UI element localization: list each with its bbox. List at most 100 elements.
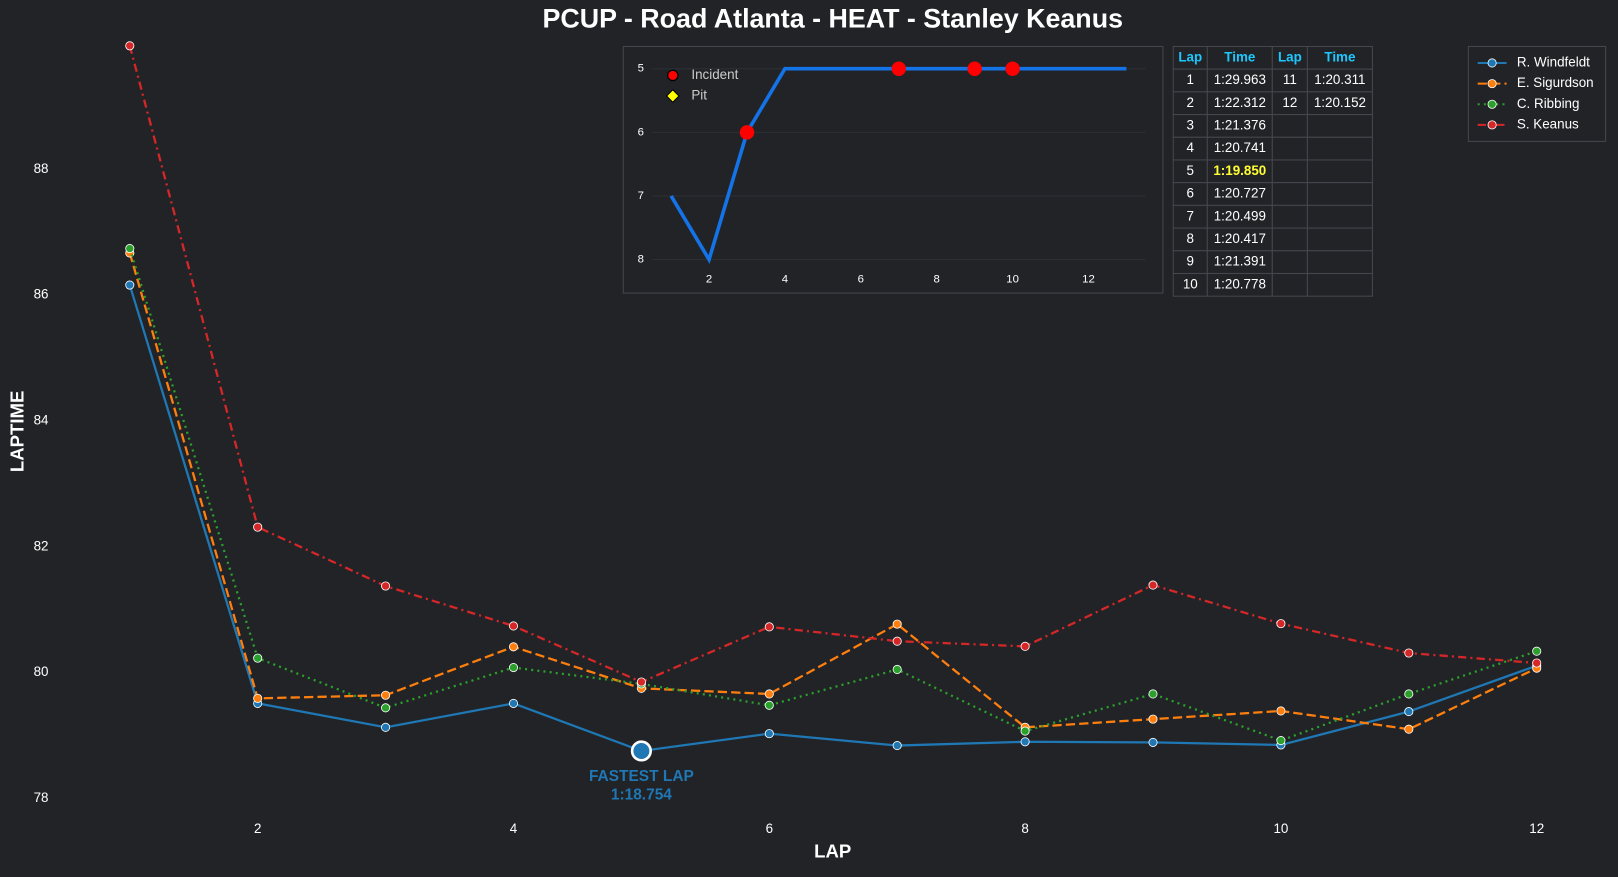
table-text: 1:20.499 — [1214, 208, 1266, 223]
data-point — [892, 741, 902, 751]
data-point — [764, 729, 774, 739]
table-text: 1:20.311 — [1314, 72, 1365, 87]
inset-frame — [622, 45, 1164, 294]
y-tick-label: 6 — [638, 126, 644, 138]
data-point — [253, 653, 263, 663]
x-tick-label: 2 — [254, 821, 261, 836]
y-axis-label: LAPTIME — [6, 391, 27, 472]
table-text: 11 — [1283, 72, 1297, 87]
table-cell — [1306, 136, 1373, 161]
legend-marker — [1487, 79, 1497, 89]
incident-marker — [1005, 61, 1020, 76]
data-point — [508, 621, 519, 631]
table-text: 10 — [1183, 276, 1198, 291]
data-point — [125, 41, 135, 51]
y-tick-label: 8 — [638, 254, 644, 266]
table-cell — [1306, 204, 1373, 229]
data-point — [892, 664, 902, 674]
incident-marker — [891, 61, 906, 76]
data-point — [1148, 580, 1158, 590]
table-cell — [1306, 272, 1373, 297]
incident-marker — [967, 61, 982, 76]
table-text: 1 — [1187, 72, 1194, 87]
data-point — [381, 690, 391, 700]
table-cell — [1271, 159, 1308, 184]
data-point — [381, 722, 391, 732]
data-point — [1404, 724, 1414, 734]
annotation: 1:18.754 — [611, 786, 672, 803]
x-tick-label: 2 — [706, 274, 712, 286]
table-cell — [1306, 114, 1373, 138]
table-text: 1:21.391 — [1214, 254, 1266, 269]
data-point — [1020, 641, 1030, 651]
data-point — [1148, 737, 1158, 747]
legend-marker — [1487, 58, 1497, 68]
data-point — [1020, 737, 1030, 747]
x-tick-label: 10 — [1006, 274, 1019, 286]
table-text: Time — [1224, 49, 1255, 64]
table-cell — [1306, 182, 1373, 206]
table-text: 1:29.963 — [1214, 72, 1266, 87]
x-tick-label: 8 — [934, 274, 940, 286]
x-tick-label: 6 — [766, 821, 773, 836]
data-point — [1404, 648, 1414, 658]
legend-label: C. Ribbing — [1517, 96, 1580, 111]
table-text: 7 — [1187, 208, 1194, 223]
y-tick-label: 80 — [34, 664, 49, 679]
table-text: Time — [1324, 49, 1355, 64]
data-point — [125, 244, 135, 254]
data-point — [636, 677, 646, 687]
data-point — [1404, 707, 1414, 717]
table-cell — [1271, 227, 1308, 252]
legend-label: E. Sigurdson — [1517, 75, 1594, 90]
table-cell — [1306, 227, 1373, 252]
series-line — [128, 45, 1537, 684]
x-tick-label: 4 — [782, 274, 788, 286]
data-point — [1276, 706, 1286, 716]
table-cell — [1306, 250, 1373, 274]
table-text: 12 — [1282, 95, 1297, 110]
table-text: 1:20.727 — [1214, 186, 1266, 201]
incident-marker — [739, 125, 755, 140]
y-tick-label: 88 — [34, 161, 49, 176]
legend-marker — [667, 69, 679, 82]
data-point — [253, 522, 263, 532]
legend-label: S. Keanus — [1517, 116, 1579, 131]
y-tick-label: 5 — [638, 63, 644, 75]
legend-label: Incident — [691, 67, 738, 82]
x-tick-label: 4 — [510, 821, 518, 836]
table-text: 1:20.741 — [1214, 140, 1266, 155]
data-point — [1148, 714, 1158, 724]
series-line — [128, 284, 1538, 753]
legend-label: R. Windfeldt — [1517, 55, 1590, 70]
table-text: 1:19.850 — [1213, 163, 1266, 178]
table-cell — [1271, 204, 1308, 229]
data-point — [1276, 619, 1286, 629]
table-text: 4 — [1187, 140, 1195, 155]
table-text: Lap — [1278, 49, 1302, 64]
y-tick-label: 86 — [34, 287, 49, 302]
data-point — [253, 693, 263, 703]
table-text: 2 — [1187, 95, 1194, 110]
data-point — [508, 663, 519, 673]
table-text: 8 — [1187, 231, 1194, 246]
x-axis-label: LAP — [814, 840, 851, 861]
x-tick-label: 6 — [858, 274, 864, 286]
x-tick-label: 12 — [1082, 274, 1095, 286]
y-tick-label: 7 — [638, 190, 644, 202]
data-point — [508, 698, 519, 708]
data-point — [764, 700, 774, 710]
data-point — [892, 619, 902, 629]
data-point — [381, 703, 391, 713]
data-point — [1020, 726, 1030, 736]
annotation: FASTEST LAP — [589, 768, 694, 785]
chart-title: PCUP - Road Atlanta - HEAT - Stanley Kea… — [542, 4, 1123, 34]
table-text: 1:20.778 — [1214, 276, 1266, 291]
x-tick-label: 8 — [1021, 821, 1028, 836]
table-text: 5 — [1187, 163, 1194, 178]
series-line — [128, 252, 1538, 731]
data-point — [1404, 689, 1414, 699]
data-point — [764, 622, 774, 632]
